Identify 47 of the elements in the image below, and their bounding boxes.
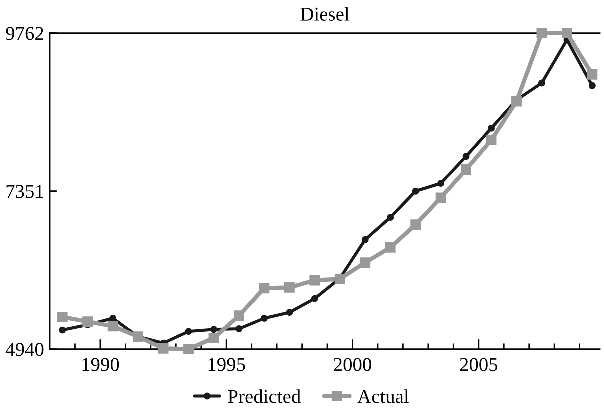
point	[259, 283, 270, 294]
point	[387, 214, 394, 222]
point	[436, 192, 446, 204]
point	[588, 82, 596, 90]
point	[512, 96, 522, 107]
point	[208, 332, 220, 344]
point	[587, 70, 598, 80]
point	[462, 153, 470, 160]
point	[284, 282, 295, 293]
point	[310, 275, 320, 286]
point	[185, 328, 192, 336]
point	[536, 28, 548, 39]
point	[158, 343, 169, 354]
point	[311, 295, 318, 302]
y-tick-label: 4940	[6, 343, 44, 356]
point	[236, 326, 243, 332]
legend-label: Predicted	[228, 390, 301, 404]
point	[210, 326, 218, 334]
point	[57, 312, 68, 322]
point	[334, 274, 346, 284]
point	[360, 258, 371, 268]
x-tick-label: 2005	[460, 358, 498, 372]
point	[184, 344, 194, 355]
point	[362, 236, 369, 244]
point	[461, 164, 472, 175]
y-tick-label: 7351	[6, 185, 44, 198]
point	[486, 135, 497, 146]
y-tick-label: 9762	[6, 27, 44, 40]
x-tick-label: 1995	[208, 358, 246, 372]
point	[412, 188, 420, 195]
point	[438, 180, 445, 187]
point	[110, 315, 117, 322]
point	[82, 316, 94, 327]
legend-label: Actual	[358, 390, 409, 404]
point	[538, 80, 546, 87]
point	[562, 28, 572, 39]
x-tick-label: 1990	[82, 358, 120, 372]
point	[108, 321, 118, 332]
x-tick-label: 2000	[334, 358, 372, 372]
point	[385, 242, 396, 253]
chart-title: Diesel	[300, 7, 350, 21]
point	[59, 326, 66, 334]
point	[234, 310, 244, 322]
point	[488, 124, 495, 132]
point	[260, 315, 268, 322]
point	[410, 220, 422, 230]
point	[286, 309, 294, 316]
